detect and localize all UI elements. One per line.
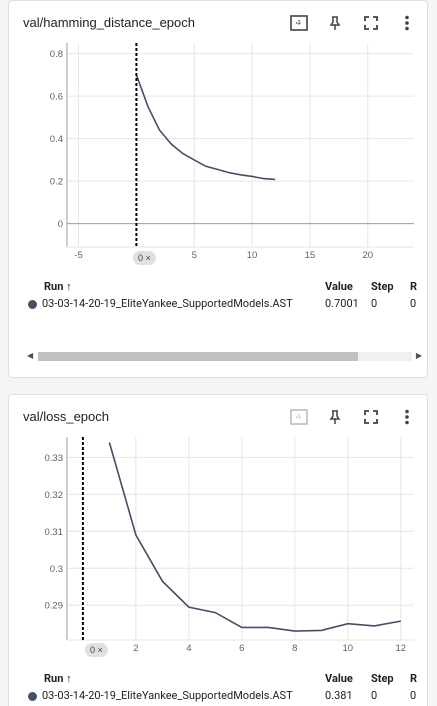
- col-step[interactable]: Step: [371, 280, 394, 293]
- run-relative: 0: [410, 297, 417, 310]
- x-tick-label: 4: [186, 643, 191, 654]
- y-tick-label: 0.3: [50, 564, 63, 575]
- col-relative[interactable]: R: [410, 280, 418, 293]
- y-tick-label: 0.33: [45, 453, 64, 464]
- run-step: 0: [371, 689, 378, 702]
- series-line[interactable]: [108, 442, 401, 632]
- pin-icon[interactable]: [323, 405, 347, 429]
- horizontal-scrollbar[interactable]: ◀ ▶: [26, 350, 424, 362]
- series-line[interactable]: [135, 74, 276, 181]
- x-tick-label: 12: [395, 643, 406, 654]
- x-tick-label: 6: [239, 643, 244, 654]
- col-relative[interactable]: R: [410, 672, 418, 685]
- card-title: val/loss_epoch: [23, 409, 109, 424]
- y-tick-label: 0.2: [50, 177, 63, 188]
- x-tick-label: 10: [342, 643, 353, 654]
- step-cursor-badge[interactable]: 0 ×: [85, 643, 108, 657]
- table-row: 03-03-14-20-19_EliteYankee_SupportedMode…: [9, 689, 427, 705]
- x-tick-label: 20: [362, 250, 373, 261]
- col-run[interactable]: Run ↑: [44, 672, 72, 685]
- more-vert-icon[interactable]: [395, 405, 419, 429]
- run-step: 0: [371, 297, 378, 310]
- pin-icon[interactable]: [323, 11, 347, 35]
- run-color-dot: [28, 300, 37, 309]
- y-tick-label: 0.8: [50, 49, 63, 60]
- run-value: 0.381: [325, 689, 353, 702]
- card-title: val/hamming_distance_epoch: [23, 15, 195, 30]
- run-table-header: Run ↑ Value Step R: [9, 280, 427, 296]
- y-tick-label: 0.29: [45, 601, 64, 612]
- more-vert-icon[interactable]: [395, 11, 419, 35]
- run-value: 0.7001: [325, 297, 359, 310]
- fullscreen-icon[interactable]: [359, 405, 383, 429]
- card-actions: [287, 11, 419, 35]
- y-tick-label: 0.31: [45, 527, 64, 538]
- col-value[interactable]: Value: [325, 672, 353, 685]
- col-step[interactable]: Step: [371, 672, 394, 685]
- run-relative: 0: [410, 689, 417, 702]
- run-color-dot: [28, 692, 37, 701]
- scalar-card-loss: val/loss_epoch 2 4 6 8 10 12 0.29 0.3 0.31 0.32 0.…: [8, 394, 428, 706]
- fit-domain-icon[interactable]: [287, 11, 311, 35]
- fullscreen-icon[interactable]: [359, 11, 383, 35]
- x-tick-label: 10: [247, 250, 258, 261]
- col-run[interactable]: Run ↑: [44, 280, 72, 293]
- x-tick-label: 2: [133, 643, 138, 654]
- y-tick-label: 0.4: [50, 134, 63, 145]
- x-tick-label: -5: [74, 250, 82, 261]
- run-table-header: Run ↑ Value Step R: [9, 672, 427, 688]
- x-tick-label: 5: [192, 250, 197, 261]
- y-tick-label: 0: [58, 219, 63, 230]
- chart-hamming[interactable]: -5 5 10 15 20 0 0.2 0.4 0.6 0.8: [9, 1, 428, 271]
- chart-loss[interactable]: 2 4 6 8 10 12 0.29 0.3 0.31 0.32 0.33: [9, 395, 428, 665]
- table-row: 03-03-14-20-19_EliteYankee_SupportedMode…: [9, 297, 427, 313]
- scroll-left-icon[interactable]: ◀: [27, 351, 34, 360]
- fit-domain-icon[interactable]: [287, 405, 311, 429]
- x-tick-label: 8: [292, 643, 297, 654]
- col-value[interactable]: Value: [325, 280, 353, 293]
- y-tick-label: 0.6: [50, 92, 63, 103]
- run-name: 03-03-14-20-19_EliteYankee_SupportedMode…: [42, 689, 293, 702]
- scroll-thumb[interactable]: [38, 352, 358, 361]
- step-cursor-badge[interactable]: 0 ×: [133, 251, 156, 265]
- y-tick-label: 0.32: [45, 490, 64, 501]
- card-actions: [287, 405, 419, 429]
- scroll-right-icon[interactable]: ▶: [415, 351, 422, 360]
- run-name: 03-03-14-20-19_EliteYankee_SupportedMode…: [42, 297, 293, 310]
- scalar-card-hamming: val/hamming_distance_epoch -5 5 10 15 20 0 0.2…: [8, 0, 428, 378]
- x-tick-label: 15: [305, 250, 316, 261]
